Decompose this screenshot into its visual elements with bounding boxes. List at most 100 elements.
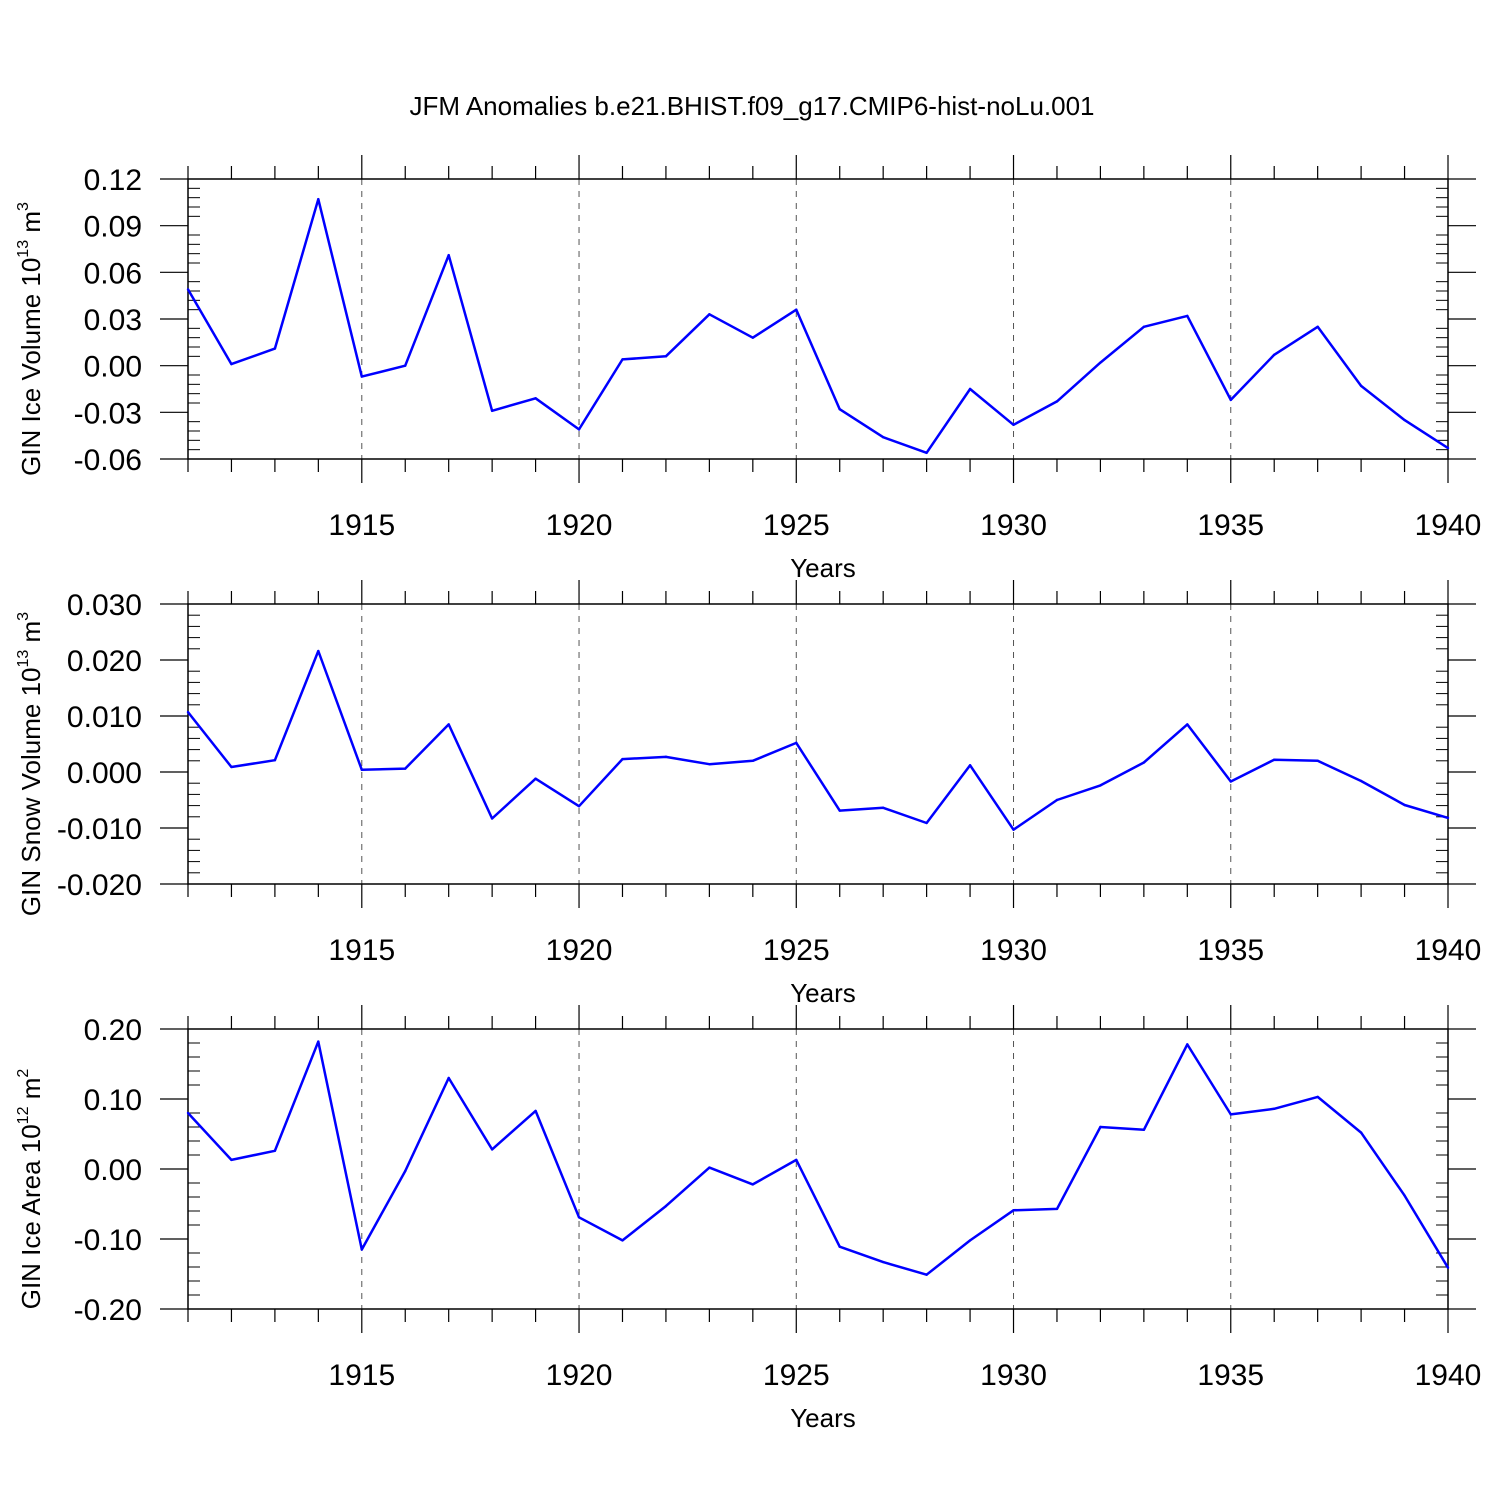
x-tick-label: 1930: [980, 509, 1047, 542]
data-point: [708, 313, 711, 316]
y-tick-label: 0.020: [67, 645, 142, 678]
data-point: [360, 768, 363, 771]
data-point: [1055, 1207, 1059, 1211]
y-tick-label: 0.010: [67, 701, 142, 734]
data-point: [838, 809, 841, 812]
data-point: [1229, 1113, 1232, 1116]
data-point: [577, 1216, 581, 1219]
x-axis-label: Years: [790, 553, 856, 583]
data-point: [1012, 1209, 1015, 1212]
data-point: [708, 1166, 711, 1169]
y-axis-label: GIN Ice Volume 1013 m3: [15, 202, 46, 476]
panels: 0.12 0.09 0.06 0.03 0.00 -0.03 -0.06 1915 1920 19…: [15, 155, 1481, 1433]
series-line: [187, 649, 1449, 831]
x-tick-label: 1915: [328, 934, 395, 967]
data-point: [881, 436, 885, 439]
data-point: [447, 254, 450, 257]
data-point: [1446, 446, 1450, 450]
data-point: [925, 1273, 928, 1276]
data-point: [1403, 418, 1406, 422]
data-point: [1142, 1128, 1146, 1132]
y-tick-label: 0.20: [84, 1014, 142, 1047]
data-point: [708, 762, 711, 766]
x-tick-label: 1935: [1197, 934, 1264, 967]
data-point: [795, 308, 798, 311]
data-point: [490, 817, 494, 820]
data-point: [968, 1239, 972, 1242]
data-point: [1099, 361, 1102, 364]
data-point: [447, 1076, 450, 1080]
x-tick-label: 1935: [1197, 1359, 1264, 1392]
data-point: [317, 649, 320, 653]
y-tick-label: 0.03: [84, 304, 142, 337]
x-tick-label: 1920: [546, 1359, 613, 1392]
data-point: [1186, 723, 1189, 726]
x-tick-label: 1915: [328, 1359, 395, 1392]
x-axis-label: Years: [790, 1403, 856, 1433]
data-point: [1099, 784, 1102, 787]
data-point: [1359, 1131, 1363, 1134]
data-point: [881, 1260, 885, 1264]
series-line: [187, 1040, 1450, 1276]
x-tick-label: 1925: [763, 934, 830, 967]
data-point: [1273, 353, 1276, 356]
data-point: [1446, 1266, 1450, 1269]
data-point: [1446, 816, 1450, 820]
data-point: [1316, 759, 1319, 762]
data-point: [273, 759, 277, 762]
x-tick-label: 1930: [980, 1359, 1047, 1392]
data-point: [490, 1148, 494, 1151]
data-point: [534, 777, 537, 780]
data-point: [230, 362, 233, 366]
data-point: [1359, 779, 1363, 783]
x-tick-label: 1940: [1415, 934, 1482, 967]
panel-3: 0.20 0.10 0.00 -0.10 -0.20 1915 1920 1925 1930 19…: [15, 1005, 1481, 1433]
data-point: [838, 1245, 841, 1248]
y-tick-label: 0.00: [84, 351, 142, 384]
y-tick-label: 0.000: [67, 757, 142, 790]
y-tick-label: -0.10: [74, 1224, 142, 1257]
data-point: [1359, 384, 1363, 388]
data-point: [577, 804, 581, 808]
data-point: [1055, 400, 1059, 403]
data-point: [621, 757, 624, 761]
data-point: [317, 1040, 320, 1043]
data-point: [577, 428, 581, 431]
x-tick-label: 1925: [763, 509, 830, 542]
data-point: [968, 387, 972, 391]
data-point: [534, 397, 537, 400]
data-point: [925, 451, 928, 454]
figure-title: JFM Anomalies b.e21.BHIST.f09_g17.CMIP6-…: [409, 91, 1094, 121]
data-point: [1229, 780, 1232, 783]
data-point: [230, 765, 233, 769]
data-point: [664, 1204, 668, 1208]
x-tick-label: 1935: [1197, 509, 1264, 542]
data-point: [1186, 1043, 1189, 1046]
data-point: [360, 375, 363, 378]
data-point: [1099, 1125, 1102, 1129]
data-point: [664, 755, 668, 759]
plot-frame: [187, 603, 1449, 885]
data-point: [1012, 828, 1015, 831]
y-tick-label: -0.020: [57, 869, 142, 902]
y-tick-label: -0.06: [74, 444, 142, 477]
data-point: [490, 409, 494, 412]
data-point: [751, 336, 755, 339]
panel-1: 0.12 0.09 0.06 0.03 0.00 -0.03 -0.06 1915 1920 19…: [15, 155, 1481, 583]
x-tick-label: 1920: [546, 509, 613, 542]
data-point: [621, 1239, 624, 1242]
y-tick-label: 0.00: [84, 1154, 142, 1187]
data-point: [1403, 1194, 1406, 1197]
data-point: [751, 1183, 755, 1186]
data-point: [186, 288, 190, 291]
data-point: [1186, 314, 1189, 318]
data-point: [273, 347, 277, 350]
data-point: [360, 1248, 363, 1251]
data-point: [795, 741, 798, 745]
data-point: [881, 806, 885, 810]
data-point: [186, 710, 190, 714]
y-tick-label: 0.12: [84, 164, 142, 197]
data-point: [925, 821, 928, 825]
data-point: [447, 723, 450, 726]
x-tick-label: 1930: [980, 934, 1047, 967]
